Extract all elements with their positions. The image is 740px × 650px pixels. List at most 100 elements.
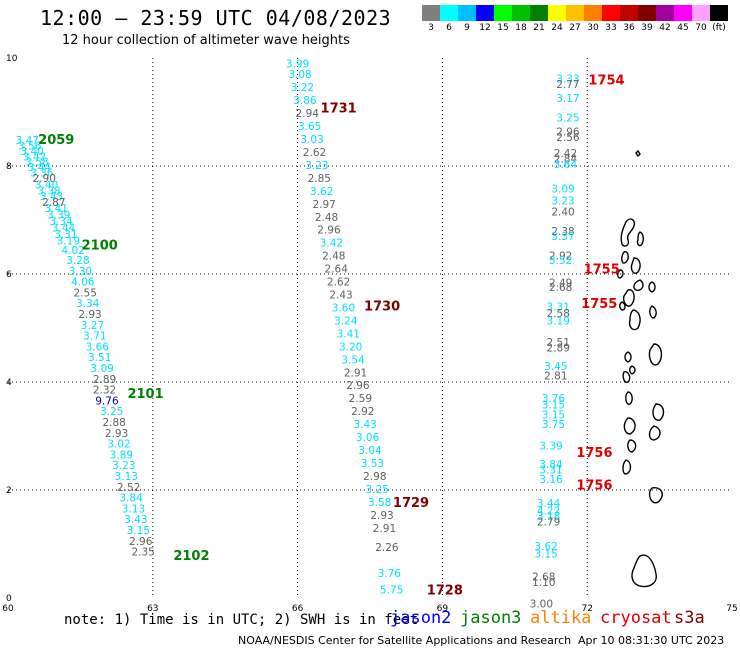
wave-height-value: 3.30: [69, 266, 92, 278]
wave-height-value: 2.26: [375, 542, 399, 554]
island-outline: [636, 231, 645, 247]
legend-label: 36: [623, 23, 635, 33]
y-tick-label: 6: [6, 270, 12, 280]
wave-height-value: 3.06: [356, 432, 380, 444]
credit-line: NOAA/NESDIS Center for Satellite Applica…: [238, 634, 572, 647]
wave-height-value: 3.75: [542, 419, 565, 431]
wave-height-value: 3.03: [300, 134, 323, 146]
island-outline: [622, 459, 632, 475]
satellite-jason2: jason2: [390, 608, 452, 628]
legend-label: 12: [479, 23, 491, 33]
wave-height-value: 3.43: [40, 191, 63, 203]
wave-height-value: 3.64: [554, 159, 578, 171]
wave-height-value: 3.76: [542, 393, 566, 405]
wave-height-value: 2.52: [117, 482, 140, 494]
wave-height-value: 2.77: [556, 79, 579, 91]
wave-height-value: 3.60: [332, 302, 355, 314]
wave-height-value: 2.87: [42, 197, 65, 209]
wave-height-value: 3.13: [115, 471, 138, 483]
wave-height-value: 4.06: [71, 277, 95, 289]
wave-height-value: 2.96: [317, 225, 341, 237]
wave-height-value: 3.18: [537, 511, 560, 523]
wave-height-value: 2.68: [532, 571, 555, 583]
wave-height-value: 3.25: [366, 484, 389, 496]
island-outline: [627, 439, 637, 453]
wave-height-value: 4.22: [537, 506, 560, 518]
legend-swatch: [512, 5, 530, 21]
wave-height-value: 2.89: [547, 342, 570, 354]
wave-height-value: 2.42: [554, 148, 577, 160]
wave-height-value: 3.53: [361, 458, 384, 470]
wave-height-value: 2.97: [312, 199, 335, 211]
pass-time-label: 1731: [321, 102, 357, 117]
wave-height-value: 3.02: [107, 439, 130, 451]
wave-height-value: 3.23: [305, 160, 328, 172]
wave-height-value: 2.48: [322, 251, 345, 263]
legend-unit: (ft): [712, 23, 726, 33]
y-tick-label: 10: [6, 54, 18, 64]
wave-height-value: 2.93: [370, 510, 393, 522]
y-tick-label: 2: [6, 486, 12, 496]
wave-height-value: 3.71: [83, 331, 106, 343]
wave-height-value: 2.79: [537, 516, 560, 528]
island-outline: [648, 487, 663, 504]
legend-swatch: [458, 5, 476, 21]
map-subtitle: 12 hour collection of altimeter wave hei…: [62, 33, 350, 48]
legend-swatch: [620, 5, 638, 21]
wave-height-value: 2.96: [129, 536, 153, 548]
wave-height-value: 3.44: [52, 223, 76, 235]
legend-swatch: [476, 5, 494, 21]
wave-height-value: 3.09: [551, 184, 574, 196]
wave-height-value: 2.59: [349, 393, 372, 405]
pass-time-label: 2101: [127, 387, 163, 402]
island-outline: [617, 269, 624, 279]
island-outline: [648, 281, 656, 293]
wave-height-value: 2.43: [329, 290, 352, 302]
wave-height-value: 2.92: [549, 251, 572, 263]
pass-time-label: 1755: [584, 263, 620, 278]
wave-height-value: 2.40: [551, 206, 574, 218]
island-outline: [631, 554, 657, 588]
legend-label: 6: [446, 23, 452, 33]
x-tick-label: 75: [726, 604, 737, 614]
wave-height-value: 3.19: [57, 236, 80, 248]
legend-swatch: [656, 5, 674, 21]
wave-height-value: 3.44: [28, 162, 52, 174]
axis-ticks: 60 63 66 69 72 75 0 2 4 6 8 10: [2, 54, 737, 614]
wave-height-value: 5.75: [380, 584, 403, 596]
island-outline: [652, 403, 665, 421]
wave-height-value: 3.00: [530, 598, 553, 610]
wave-height-value: 3.22: [291, 82, 314, 94]
pass-time-label: 1756: [576, 446, 612, 461]
x-tick-label: 63: [147, 604, 158, 614]
wave-height-value: 3.33: [556, 74, 579, 86]
y-tick-label: 8: [6, 162, 12, 172]
x-tick-label: 69: [437, 604, 449, 614]
wave-height-value: 3.52: [549, 255, 572, 267]
wave-height-value: 3.84: [539, 459, 563, 471]
wave-height-value: 2.90: [33, 173, 56, 185]
wave-height-value: 3.08: [288, 69, 311, 81]
legend-swatch: [566, 5, 584, 21]
legend-label: 3: [428, 23, 434, 33]
legend-swatch: [674, 5, 692, 21]
legend-swatch: [710, 5, 728, 21]
wave-height-value: 2.55: [74, 287, 97, 299]
legend-label: 9: [464, 23, 470, 33]
legend-label: 70: [695, 23, 707, 33]
pass-time-label: 1754: [588, 74, 624, 89]
satellite-cryosat: cryosat: [600, 608, 672, 628]
island-outline: [622, 371, 631, 383]
wave-height-value: 2.68: [549, 282, 572, 294]
wave-height-value: 3.44: [537, 498, 561, 510]
wave-height-value: 2.93: [105, 428, 128, 440]
wave-height-value: 2.88: [102, 417, 125, 429]
wave-height-value: 3.28: [66, 255, 89, 267]
satellite-jason3: jason3: [460, 608, 522, 628]
island-outline: [629, 365, 636, 375]
wave-height-value: 3.23: [551, 196, 574, 208]
wave-height-value: 3.47: [16, 135, 39, 147]
island-outline: [624, 351, 632, 363]
pass-time-label: 2102: [173, 549, 209, 564]
wave-height-value: 3.76: [378, 568, 402, 580]
